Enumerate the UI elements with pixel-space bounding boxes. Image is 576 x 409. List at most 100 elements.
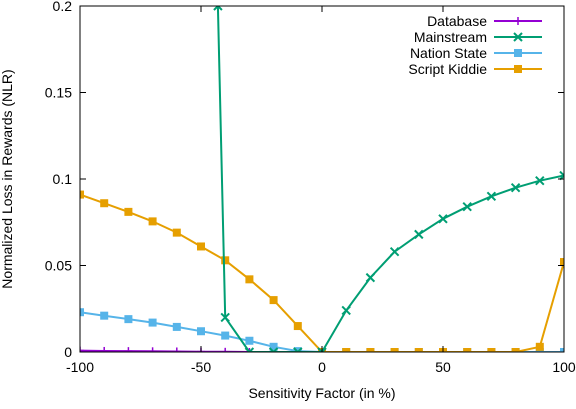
data-point-script-kiddie [293, 322, 302, 331]
y-tick-label: 0.15 [45, 85, 72, 101]
data-point-script-kiddie [148, 217, 157, 226]
data-point-script-kiddie [269, 296, 278, 305]
data-point-nation-state [148, 318, 157, 327]
legend-item-nation-state: Nation State [410, 45, 542, 61]
data-point-mainstream-b [220, 312, 230, 323]
data-point-script-kiddie [124, 207, 133, 216]
legend-marker-mainstream-b [513, 32, 523, 42]
data-point-script-kiddie [487, 348, 496, 352]
data-point-database [172, 347, 181, 352]
data-point-mainstream-b [247, 347, 255, 352]
x-tick-label: 0 [318, 359, 326, 375]
y-tick-label: 0 [64, 344, 72, 360]
data-point-mainstream [462, 201, 472, 212]
data-point-script-kiddie [172, 228, 181, 237]
data-point-mainstream-b [510, 182, 521, 193]
x-axis-label: Sensitivity Factor (in %) [248, 385, 395, 401]
data-point-mainstream-a [244, 347, 251, 352]
data-point-database [245, 348, 254, 352]
x-tick-label: -50 [191, 359, 211, 375]
data-point-mainstream-b [365, 272, 376, 283]
legend-item-mainstream: Mainstream [414, 29, 542, 45]
data-point-mainstream [244, 347, 255, 352]
legend-label-nation-state: Nation State [410, 45, 487, 61]
data-point-database [100, 346, 109, 352]
plot-series-layer [80, 6, 564, 352]
y-tick-label: 0.05 [45, 258, 72, 274]
y-tick-label: 0.2 [53, 0, 73, 14]
data-point-script-kiddie [221, 256, 230, 265]
data-point-mainstream [535, 176, 545, 186]
data-point-nation-state [197, 327, 205, 336]
data-point-mainstream-b [462, 201, 472, 212]
data-point-mainstream-b [559, 174, 564, 181]
data-point-nation-state [124, 315, 133, 324]
data-point-mainstream-b [389, 246, 400, 257]
data-point-nation-state [100, 311, 109, 320]
data-point-mainstream [486, 191, 497, 202]
data-point-mainstream-a [216, 6, 223, 11]
legend-label-script-kiddie: Script Kiddie [408, 61, 487, 77]
data-point-database [80, 346, 84, 352]
data-point-mainstream [293, 347, 303, 352]
data-point-script-kiddie [390, 348, 399, 352]
data-point-mainstream [559, 170, 564, 181]
data-point-nation-state [172, 322, 181, 331]
data-point-mainstream [365, 272, 376, 283]
data-point-mainstream [389, 246, 400, 257]
data-point-script-kiddie [342, 348, 351, 352]
data-point-mainstream-b [320, 347, 327, 352]
data-point-mainstream [341, 305, 351, 316]
legend-label-database: Database [427, 13, 487, 29]
data-point-mainstream [317, 347, 327, 352]
data-point-mainstream-b [272, 347, 279, 352]
data-point-mainstream [438, 214, 448, 224]
data-point-mainstream [213, 6, 223, 11]
data-point-script-kiddie [197, 242, 205, 251]
data-point-nation-state [560, 348, 564, 352]
legend-marker-nation-state [514, 49, 522, 57]
data-point-script-kiddie [511, 348, 520, 352]
data-point-mainstream-a [317, 347, 324, 352]
data-point-mainstream-a [559, 170, 564, 177]
x-tick-label: -100 [66, 359, 94, 375]
data-point-mainstream-b [296, 347, 303, 352]
series-line-database [80, 349, 564, 352]
data-point-script-kiddie [245, 275, 254, 284]
plot-frame [79, 5, 565, 353]
data-point-nation-state [245, 336, 254, 345]
x-tick-label: 100 [552, 359, 576, 375]
series-mainstream [213, 6, 564, 352]
x-tick-label: 50 [435, 359, 451, 375]
data-point-mainstream-b [213, 6, 220, 11]
data-point-database [124, 347, 133, 352]
data-point-mainstream-b [438, 214, 448, 224]
series-line-script-kiddie [80, 193, 564, 352]
legend-marker-database [514, 17, 522, 25]
data-point-mainstream [414, 229, 424, 240]
data-point-mainstream-b [535, 176, 545, 186]
data-point-nation-state [269, 342, 278, 351]
series-line-mainstream [216, 6, 564, 352]
data-point-mainstream-a [268, 347, 276, 352]
legend-marker-mainstream [513, 32, 523, 42]
data-point-nation-state [221, 331, 230, 340]
legend-label-mainstream: Mainstream [414, 29, 487, 45]
data-point-mainstream-b [414, 229, 424, 240]
y-axis-label: Normalized Loss in Rewards (NLR) [0, 69, 15, 288]
legend-item-database: Database [427, 13, 542, 29]
data-point-script-kiddie [560, 258, 564, 267]
data-point-nation-state [293, 347, 302, 352]
data-point-script-kiddie [535, 342, 544, 351]
legend-item-script-kiddie: Script Kiddie [408, 61, 542, 77]
data-point-database [148, 347, 157, 352]
data-point-mainstream-a [293, 347, 300, 352]
data-point-mainstream [268, 347, 279, 352]
data-point-nation-state [80, 308, 84, 317]
data-point-mainstream-b [486, 191, 497, 202]
data-point-mainstream [510, 182, 521, 193]
data-point-mainstream [220, 312, 230, 323]
series-script-kiddie [80, 190, 564, 352]
